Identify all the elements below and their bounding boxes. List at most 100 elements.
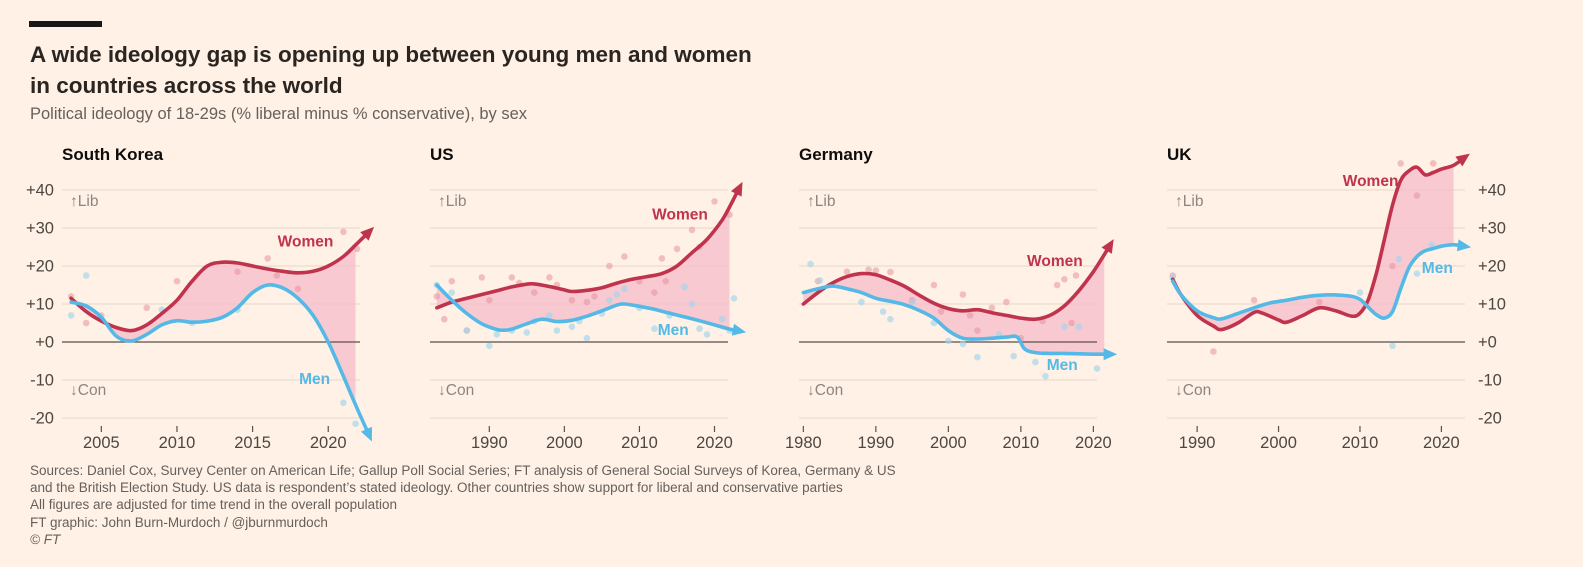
chart-title: South Korea: [62, 145, 164, 164]
series-label-women: Women: [1343, 173, 1399, 190]
trend-line-men: [801, 284, 1112, 356]
source-note-line-3: All figures are adjusted for time trend …: [30, 497, 397, 513]
chart-headline: A wide ideology gap is opening up betwee…: [30, 39, 752, 101]
x-axis: 1990 2000 2010 2020: [471, 426, 733, 452]
lib-annotation: ↑Lib: [70, 193, 98, 210]
scatter-men: [807, 260, 1101, 380]
series-label-women: Women: [278, 233, 334, 250]
x-axis: 2005 2010 2015 2020: [83, 426, 347, 452]
svg-text:+30: +30: [1478, 220, 1506, 238]
series-label-women: Women: [1027, 253, 1083, 270]
arrowhead-women: [731, 181, 743, 197]
con-annotation: ↓Con: [807, 382, 843, 399]
svg-text:+0: +0: [35, 334, 54, 352]
arrowhead-women: [1455, 153, 1470, 167]
x-axis: 1990 2000 2010 2020: [1179, 426, 1460, 452]
ft-graphic-credit: FT graphic: John Burn-Murdoch / @jburnmu…: [30, 514, 328, 530]
scatter-men: [433, 281, 738, 350]
svg-text:+40: +40: [26, 182, 54, 200]
gender-gap-area: [71, 245, 356, 405]
lib-annotation: ↑Lib: [438, 193, 466, 210]
series-label-men: Men: [299, 371, 330, 388]
svg-text:2020: 2020: [1075, 434, 1112, 452]
arrowhead-men: [731, 323, 747, 336]
chart-south-korea: South Korea +40 +30 +20 +10 +0 -10 -20 2005 2010…: [26, 145, 375, 452]
arrowhead-women: [1101, 239, 1114, 254]
gender-gap-area: [436, 207, 730, 331]
con-annotation: ↓Con: [438, 382, 474, 399]
arrowhead-men: [1103, 348, 1118, 361]
svg-text:2010: 2010: [1003, 434, 1040, 452]
chart-subtitle: Political ideology of 18-29s (% liberal …: [30, 105, 528, 123]
svg-text:-20: -20: [1478, 410, 1502, 428]
svg-text:2010: 2010: [1342, 434, 1379, 452]
chart-uk: UK +40 +30 +20 +10 +0 -10 -20 1990 2000 2010 2020 ↑…: [1167, 145, 1506, 452]
svg-text:+20: +20: [26, 258, 54, 276]
x-axis: 1980 1990 2000 2010 2020: [785, 426, 1112, 452]
svg-text:1990: 1990: [857, 434, 894, 452]
trend-line-men: [435, 283, 742, 333]
svg-text:+40: +40: [1478, 182, 1506, 200]
chart-title: UK: [1167, 145, 1192, 164]
copyright: © FT: [30, 531, 61, 547]
svg-text:+10: +10: [26, 296, 54, 314]
svg-text:1990: 1990: [1179, 434, 1216, 452]
chart-canvas: 1990 2000 2010 2020 ↑Lib ↓Con Women Men: [430, 181, 747, 452]
series-label-men: Men: [1422, 260, 1453, 277]
trend-line-women: [1170, 155, 1466, 332]
headline-line-1: A wide ideology gap is opening up betwee…: [30, 42, 752, 67]
chart-germany: Germany 1980 1990 2000 2010 2020 ↑Lib ↓Con Wome…: [785, 145, 1118, 452]
svg-text:2000: 2000: [930, 434, 967, 452]
svg-text:2020: 2020: [1423, 434, 1460, 452]
series-label-men: Men: [658, 322, 689, 339]
y-axis-labels: +40 +30 +20 +10 +0 -10 -20: [26, 182, 54, 428]
trend-line-men: [1170, 242, 1466, 321]
headline-line-2: in countries across the world: [30, 73, 343, 98]
source-note-line-1: Sources: Daniel Cox, Survey Center on Am…: [30, 463, 896, 478]
trend-line-women: [801, 243, 1112, 322]
svg-text:2020: 2020: [696, 434, 733, 452]
trend-line-women: [435, 186, 742, 310]
svg-text:2015: 2015: [234, 434, 271, 452]
svg-text:+30: +30: [26, 220, 54, 238]
svg-text:-10: -10: [30, 372, 54, 390]
gender-gap-area: [1172, 165, 1454, 330]
chart-us: US 1990 2000 2010 2020 ↑Lib ↓Con Women Men: [430, 145, 747, 452]
chart-canvas: 1980 1990 2000 2010 2020 ↑Lib ↓Con Women Men: [785, 189, 1118, 452]
con-annotation: ↓Con: [1175, 382, 1211, 399]
svg-text:2010: 2010: [159, 434, 196, 452]
scatter-women: [814, 266, 1080, 342]
trend-line-men: [69, 283, 371, 437]
svg-text:1990: 1990: [471, 434, 508, 452]
y-axis-labels: +40 +30 +20 +10 +0 -10 -20: [1478, 182, 1506, 428]
arrowhead-women: [360, 226, 375, 241]
svg-text:2010: 2010: [621, 434, 658, 452]
chart-canvas: +40 +30 +20 +10 +0 -10 -20 2005 2010 2015 2020 ↑Lib…: [26, 182, 375, 452]
svg-text:-10: -10: [1478, 372, 1502, 390]
chart-canvas: +40 +30 +20 +10 +0 -10 -20 1990 2000 2010 2020 ↑Lib…: [1167, 153, 1506, 452]
svg-text:2000: 2000: [546, 434, 583, 452]
arrowhead-men: [1456, 239, 1472, 252]
chart-title: US: [430, 145, 454, 164]
svg-text:2000: 2000: [1260, 434, 1297, 452]
svg-text:2005: 2005: [83, 434, 120, 452]
series-label-men: Men: [1047, 357, 1078, 374]
brand-rule: [29, 21, 102, 27]
svg-text:+20: +20: [1478, 258, 1506, 276]
series-label-women: Women: [652, 207, 708, 224]
svg-text:-20: -20: [30, 410, 54, 428]
gender-gap-area: [803, 254, 1105, 355]
con-annotation: ↓Con: [70, 382, 106, 399]
trend-line-women: [69, 230, 371, 333]
scatter-men: [1169, 241, 1435, 350]
svg-text:+0: +0: [1478, 334, 1497, 352]
svg-text:2020: 2020: [310, 434, 347, 452]
lib-annotation: ↑Lib: [807, 193, 835, 210]
svg-text:1980: 1980: [785, 434, 822, 452]
source-note-line-2: and the British Election Study. US data …: [30, 480, 843, 496]
chart-title: Germany: [799, 145, 873, 164]
footer-notes: Sources: Daniel Cox, Survey Center on Am…: [30, 462, 896, 548]
arrowhead-men: [360, 426, 372, 442]
svg-text:+10: +10: [1478, 296, 1506, 314]
gridlines: [799, 189, 1097, 419]
